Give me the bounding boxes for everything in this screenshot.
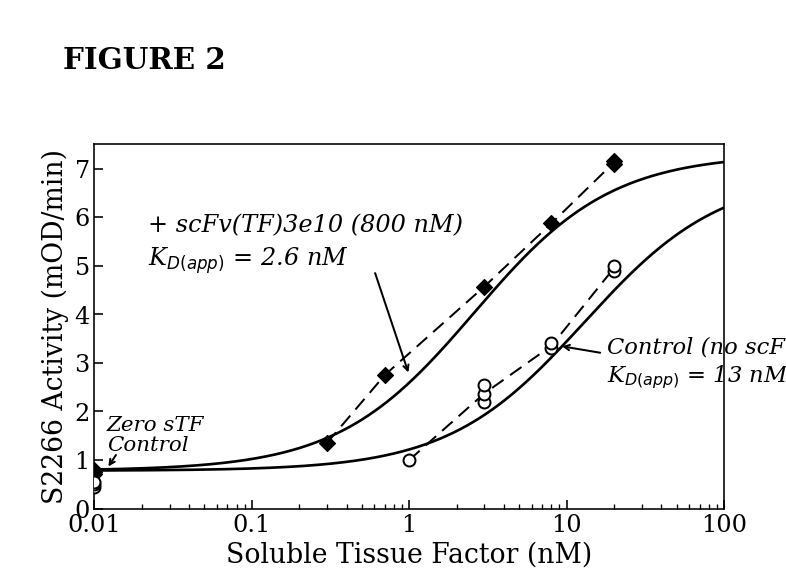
Point — [477, 380, 490, 390]
Point — [88, 469, 101, 479]
Point — [477, 282, 490, 291]
Point — [88, 480, 101, 489]
Y-axis label: S2266 Activity (mOD/min): S2266 Activity (mOD/min) — [42, 149, 69, 504]
Text: FIGURE 2: FIGURE 2 — [63, 46, 226, 75]
Text: Control: Control — [107, 435, 189, 454]
Text: K$_{D(app)}$ = 2.6 nM: K$_{D(app)}$ = 2.6 nM — [148, 246, 348, 276]
Point — [88, 482, 101, 491]
X-axis label: Soluble Tissue Factor (nM): Soluble Tissue Factor (nM) — [226, 542, 592, 569]
Point — [545, 344, 557, 353]
Text: + scFv(TF)3e10 (800 nM): + scFv(TF)3e10 (800 nM) — [148, 214, 463, 237]
Point — [378, 370, 391, 380]
Text: Zero sTF: Zero sTF — [107, 416, 204, 435]
Point — [477, 397, 490, 406]
Point — [607, 266, 619, 275]
Point — [88, 465, 101, 475]
Text: Control (no scFv): Control (no scFv) — [606, 336, 786, 358]
Point — [88, 477, 101, 487]
Point — [402, 455, 415, 465]
Point — [607, 160, 619, 169]
Point — [607, 157, 619, 166]
Point — [607, 261, 619, 271]
Point — [545, 339, 557, 348]
Point — [477, 390, 490, 399]
Point — [320, 439, 332, 448]
Text: K$_{D(app)}$ = 13 nM: K$_{D(app)}$ = 13 nM — [606, 364, 786, 391]
Point — [545, 219, 557, 228]
Point — [88, 468, 101, 477]
